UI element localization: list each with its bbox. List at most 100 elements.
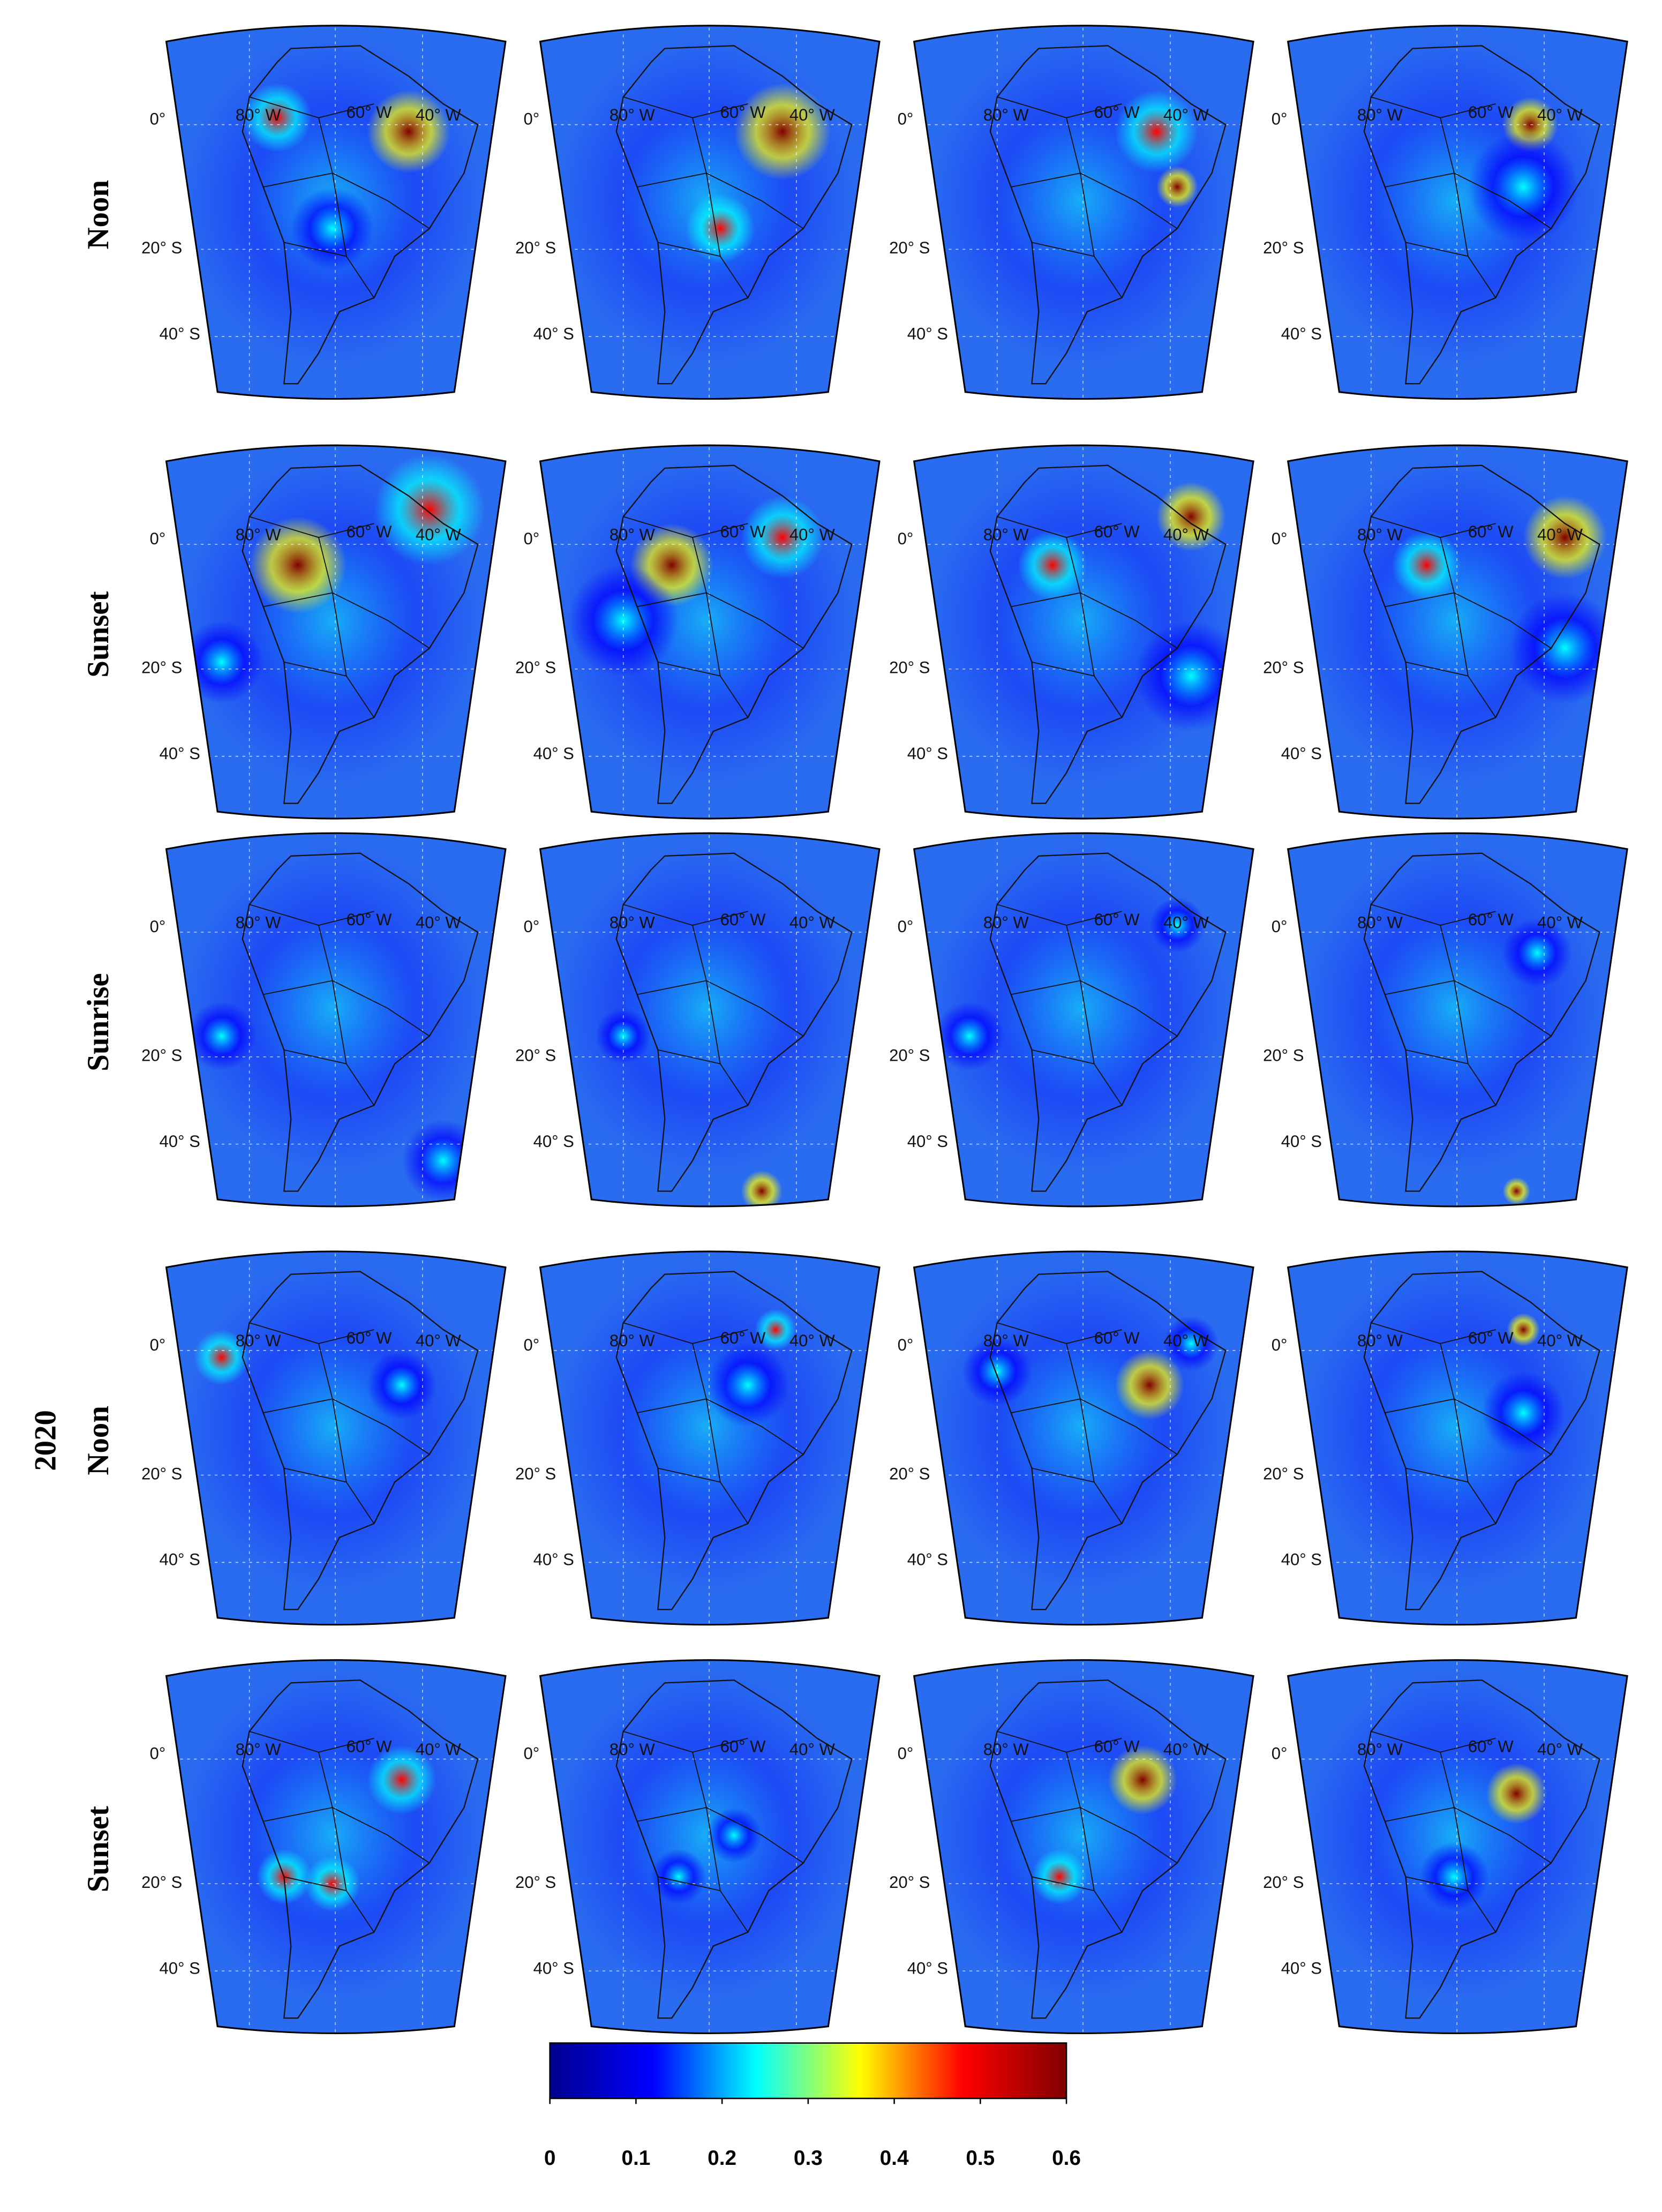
lon-label: 80° W — [610, 106, 656, 124]
field-blob — [686, 193, 755, 264]
lon-label: 40° W — [416, 913, 462, 932]
lon-label: 80° W — [983, 1331, 1029, 1350]
lat-label: 20° S — [141, 658, 182, 677]
lon-label: 60° W — [347, 103, 393, 122]
lat-label: 0° — [898, 1336, 914, 1354]
map-panel: 80° W 60° W 40° W 0° 20° S 40° S — [515, 832, 881, 1208]
map-field — [540, 445, 879, 819]
border — [997, 1730, 1178, 1933]
lat-label: 0° — [149, 917, 166, 936]
lon-label: 80° W — [236, 1740, 282, 1759]
lon-label: 40° W — [416, 1331, 462, 1350]
lat-label: 0° — [524, 110, 540, 129]
lon-label: 80° W — [1357, 525, 1403, 544]
map-panel: 80° W 60° W 40° W 0° 20° S 40° S — [889, 832, 1254, 1208]
map-panel: 80° W 60° W 40° W 0° 20° S 40° S — [889, 1250, 1254, 1626]
lon-label: 80° W — [236, 106, 282, 124]
field-blob — [1032, 1849, 1087, 1905]
lon-label: 40° W — [1163, 913, 1209, 932]
map-panel: 80° W 60° W 40° W 0° 20° S 40° S — [515, 444, 881, 820]
lat-label: 20° S — [889, 238, 930, 257]
lon-label: 60° W — [347, 522, 393, 541]
coastline — [242, 1271, 479, 1610]
lat-label: 0° — [898, 529, 914, 548]
colorbar-tick-label: 0 — [544, 2147, 556, 2170]
border — [249, 96, 430, 298]
map-frame — [913, 444, 1254, 820]
lat-label: 40° S — [907, 744, 948, 763]
lat-label: 20° S — [1263, 1873, 1304, 1892]
field-blob — [1468, 131, 1579, 243]
field-blob — [180, 1669, 485, 2002]
map-frame — [539, 444, 881, 820]
map-frame — [165, 444, 507, 820]
lat-label: 40° S — [160, 1550, 200, 1569]
coastline — [615, 464, 853, 804]
map-field — [914, 1251, 1254, 1625]
lon-label: 40° W — [1537, 913, 1583, 932]
border — [997, 1322, 1178, 1524]
lon-label: 40° W — [1537, 1331, 1583, 1350]
lon-label: 40° W — [1537, 525, 1583, 544]
map-field — [540, 833, 879, 1206]
map-field — [540, 1251, 879, 1625]
field-blob — [741, 1170, 783, 1206]
field-blob — [935, 1001, 1004, 1071]
map-field — [166, 1251, 506, 1625]
lat-label: 40° S — [533, 1550, 574, 1569]
border — [1371, 1322, 1552, 1524]
map-frame — [165, 1659, 507, 2035]
map-field — [166, 445, 506, 819]
border — [1371, 516, 1552, 718]
coastline — [1363, 464, 1600, 804]
field-blob — [928, 1260, 1233, 1593]
map-panel: 80° W 60° W 40° W 0° 20° S 40° S — [1263, 832, 1628, 1208]
map-panel: 80° W 60° W 40° W 0° 20° S 40° S — [1263, 25, 1628, 400]
border — [623, 1322, 804, 1524]
lat-label: 0° — [149, 1336, 166, 1354]
map-panel: 80° W 60° W 40° W 0° 20° S 40° S — [515, 1659, 881, 2035]
field-blob — [706, 1343, 789, 1427]
lon-label: 80° W — [1357, 913, 1403, 932]
lon-label: 80° W — [983, 106, 1029, 124]
colorbar-tick-label: 0.3 — [794, 2147, 823, 2170]
lon-label: 60° W — [720, 910, 766, 929]
coastline — [1363, 1271, 1600, 1610]
lat-label: 20° S — [515, 238, 556, 257]
lon-label: 80° W — [983, 913, 1029, 932]
lon-label: 60° W — [1094, 1329, 1140, 1347]
field-blob — [291, 187, 374, 271]
lat-label: 20° S — [889, 1873, 930, 1892]
lat-label: 40° S — [907, 1959, 948, 1977]
map-field — [1288, 445, 1628, 819]
lon-label: 60° W — [1468, 522, 1514, 541]
map-field — [540, 1660, 879, 2034]
lat-label: 20° S — [1263, 658, 1304, 677]
lat-label: 0° — [149, 110, 166, 129]
lon-label: 40° W — [789, 913, 836, 932]
field-blob — [1163, 1316, 1219, 1371]
border — [997, 516, 1178, 718]
field-blob — [1481, 1371, 1565, 1454]
lon-label: 40° W — [1163, 1331, 1209, 1350]
coastline — [242, 852, 479, 1192]
coastline — [1363, 852, 1600, 1192]
lon-label: 60° W — [1468, 1737, 1514, 1756]
lon-label: 80° W — [983, 525, 1029, 544]
coastline — [1363, 1679, 1600, 2019]
field-blob — [651, 1849, 706, 1905]
map-frame — [1287, 1659, 1628, 2035]
map-field — [166, 1660, 506, 2034]
lon-label: 60° W — [1468, 910, 1514, 929]
map-panel: 80° W 60° W 40° W 0° 20° S 40° S — [141, 832, 507, 1208]
colorbar-tick-label: 0.6 — [1052, 2147, 1081, 2170]
border — [249, 1322, 430, 1524]
coastline — [242, 1679, 479, 2019]
lat-label: 20° S — [141, 238, 182, 257]
lat-label: 20° S — [141, 1873, 182, 1892]
map-frame — [165, 1250, 507, 1626]
lat-label: 0° — [524, 529, 540, 548]
lon-label: 40° W — [416, 106, 462, 124]
coastline — [989, 1679, 1227, 2019]
